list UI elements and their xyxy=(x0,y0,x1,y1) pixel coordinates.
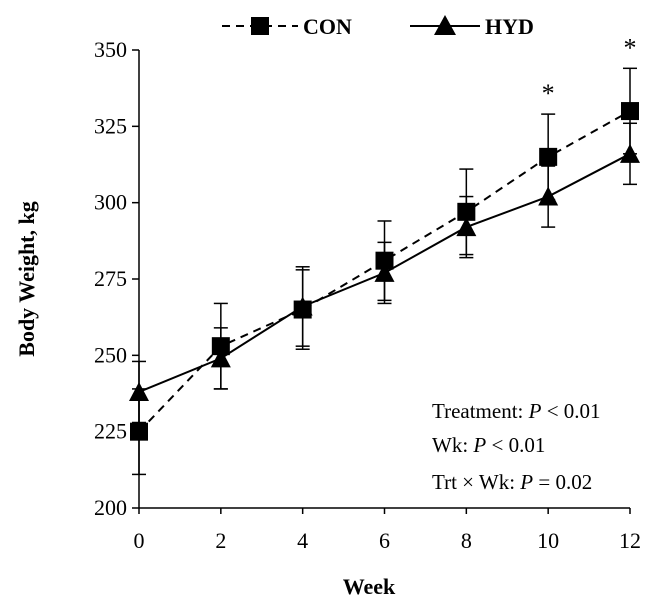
x-tick-label: 4 xyxy=(297,528,308,553)
data-point-hyd xyxy=(129,381,149,401)
significance-layer: ** xyxy=(542,33,637,108)
y-tick-label: 225 xyxy=(94,419,127,444)
significance-asterisk: * xyxy=(542,79,555,108)
data-point-hyd xyxy=(292,296,313,316)
significance-asterisk: * xyxy=(624,33,637,62)
y-tick-label: 275 xyxy=(94,266,127,291)
x-axis-title: Week xyxy=(343,574,396,599)
ticks: 200 225 250 275 300 325 350 0 2 4 6 8 10 12 xyxy=(94,37,641,553)
data-point-hyd xyxy=(374,262,395,282)
x-tick-label: 8 xyxy=(461,528,472,553)
x-tick-label: 2 xyxy=(215,528,226,553)
legend: CON HYD xyxy=(222,14,534,39)
data-point-hyd xyxy=(456,217,477,237)
series-layer xyxy=(129,67,640,476)
annotation-treatment: Treatment: P < 0.01 xyxy=(432,399,601,423)
data-point-hyd xyxy=(620,143,640,163)
data-point-hyd xyxy=(210,348,231,368)
legend-hyd-label: HYD xyxy=(485,14,534,39)
y-tick-label: 200 xyxy=(94,495,127,520)
y-axis-title: Body Weight, kg xyxy=(14,201,39,356)
annotation-wk: Wk: P < 0.01 xyxy=(432,433,545,457)
data-point-hyd xyxy=(538,186,559,206)
y-tick-label: 250 xyxy=(94,342,127,367)
legend-entry-con: CON xyxy=(222,14,352,39)
y-tick-label: 350 xyxy=(94,37,127,62)
legend-entry-hyd: HYD xyxy=(410,14,534,39)
y-tick-label: 300 xyxy=(94,190,127,215)
data-point-con xyxy=(539,147,558,166)
x-tick-label: 6 xyxy=(379,528,390,553)
x-tick-label: 12 xyxy=(619,528,641,553)
stats-annotations: Treatment: P < 0.01 Wk: P < 0.01 Trt × W… xyxy=(432,399,601,494)
legend-con-marker xyxy=(251,17,269,35)
y-tick-label: 325 xyxy=(94,113,127,138)
legend-con-label: CON xyxy=(303,14,352,39)
data-point-con xyxy=(621,102,639,121)
x-tick-label: 0 xyxy=(134,528,145,553)
x-tick-label: 10 xyxy=(537,528,559,553)
series-hyd xyxy=(129,122,640,424)
legend-hyd-marker xyxy=(434,15,456,35)
data-point-con xyxy=(130,422,148,441)
annotation-trt-wk: Trt × Wk: P = 0.02 xyxy=(432,470,592,494)
